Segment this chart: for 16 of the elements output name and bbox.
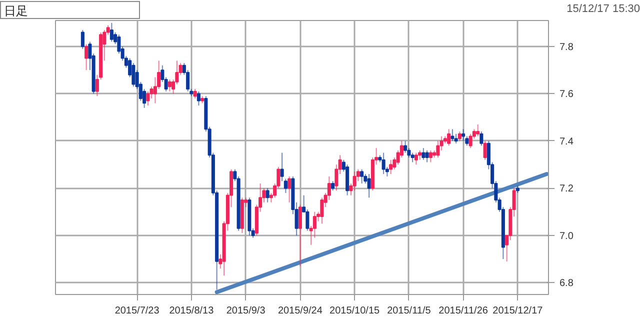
x-tick-label: 2015/11/26	[438, 306, 488, 316]
x-tick-label: 2015/11/5	[387, 306, 432, 316]
x-tick-label: 2015/7/23	[114, 306, 160, 316]
x-tick-label: 2015/8/13	[169, 306, 214, 316]
y-tick-label: 7.6	[560, 89, 574, 100]
y-tick-label: 7.2	[560, 184, 574, 195]
x-tick-label: 2015/9/24	[278, 306, 323, 316]
x-tick-label: 2015/12/17	[492, 306, 544, 316]
x-tick-label: 2015/9/3	[226, 306, 266, 316]
text: 日足	[4, 3, 28, 20]
y-tick-label: 7.4	[560, 136, 574, 148]
y-tick-label: 6.8	[560, 278, 574, 290]
y-tick-label: 7.0	[560, 230, 574, 242]
y-tick-label: 7.8	[560, 42, 574, 53]
text: 15/12/17 15:30	[566, 2, 640, 17]
x-tick-label: 2015/10/15	[330, 306, 380, 316]
